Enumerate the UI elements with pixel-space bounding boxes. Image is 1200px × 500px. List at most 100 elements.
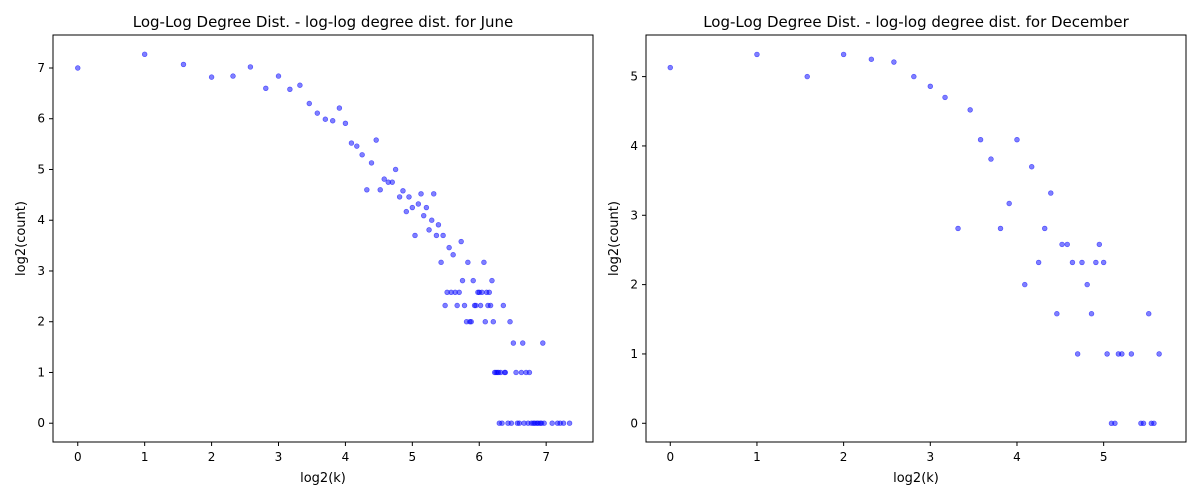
data-point — [955, 225, 961, 232]
data-point — [247, 64, 254, 70]
x-tick-label: 0 — [666, 450, 674, 464]
data-point — [1022, 281, 1028, 288]
data-point — [426, 227, 432, 233]
data-point — [442, 302, 448, 309]
chart-title: Log-Log Degree Dist. - log-log degree di… — [703, 13, 1129, 31]
data-point — [429, 217, 435, 223]
data-point — [927, 83, 933, 90]
data-point — [1069, 259, 1076, 266]
data-point — [180, 61, 187, 68]
data-point — [482, 319, 488, 325]
data-point — [667, 64, 673, 71]
data-point — [208, 74, 215, 80]
data-point — [75, 65, 81, 71]
data-point — [967, 107, 973, 113]
data-point — [421, 212, 427, 219]
data-point — [354, 143, 360, 149]
data-point — [1014, 137, 1020, 143]
x-tick-label: 3 — [275, 450, 283, 464]
y-axis-label: log2(count) — [14, 201, 29, 276]
y-tick-label: 4 — [630, 139, 638, 153]
data-point — [412, 232, 418, 239]
data-point — [549, 420, 555, 426]
data-point — [306, 100, 312, 107]
data-point — [997, 225, 1004, 232]
x-tick-label: 1 — [753, 450, 761, 464]
data-point — [263, 85, 269, 91]
data-point — [508, 420, 515, 426]
data-point — [1146, 311, 1152, 317]
data-point — [1048, 190, 1054, 196]
chart-december: Log-Log Degree Dist. - log-log degree di… — [607, 13, 1187, 486]
data-point — [540, 340, 546, 346]
data-point — [516, 420, 523, 426]
x-axis-label: log2(k) — [893, 471, 939, 486]
data-point — [510, 340, 517, 346]
data-point — [1035, 259, 1042, 266]
data-point — [1151, 420, 1157, 426]
data-point — [1096, 241, 1103, 248]
data-point — [409, 204, 416, 211]
data-point — [368, 160, 375, 166]
data-point — [804, 73, 810, 80]
data-point — [566, 420, 573, 426]
data-point — [381, 176, 387, 182]
data-points — [75, 51, 573, 426]
data-point — [141, 51, 148, 57]
data-point — [342, 120, 349, 127]
data-point — [446, 244, 452, 251]
chart-june: Log-Log Degree Dist. - log-log degree di… — [14, 13, 594, 486]
data-point — [468, 319, 474, 325]
data-point — [541, 420, 547, 426]
y-tick-label: 0 — [630, 416, 638, 430]
data-point — [1088, 311, 1095, 317]
y-tick-label: 3 — [37, 264, 45, 278]
data-point — [359, 152, 365, 158]
data-point — [481, 259, 487, 266]
data-point — [1093, 259, 1099, 266]
data-point — [465, 259, 471, 266]
data-point — [230, 73, 236, 79]
data-point — [840, 51, 847, 58]
y-tick-label: 1 — [630, 347, 638, 361]
data-point — [459, 277, 466, 284]
x-tick-label: 2 — [840, 450, 848, 464]
data-point — [377, 187, 383, 193]
data-point — [1112, 420, 1118, 426]
data-point — [489, 277, 495, 284]
data-point — [502, 369, 509, 376]
data-point — [406, 194, 412, 200]
data-point — [1006, 200, 1012, 207]
data-point — [322, 116, 329, 122]
x-tick-label: 3 — [926, 450, 934, 464]
y-tick-label: 6 — [37, 112, 45, 126]
data-point — [1074, 351, 1081, 357]
data-point — [1079, 259, 1085, 266]
x-tick-label: 1 — [141, 450, 149, 464]
data-point — [418, 191, 424, 197]
x-tick-label: 4 — [342, 450, 350, 464]
data-point — [499, 420, 505, 426]
x-tick-label: 5 — [1100, 450, 1108, 464]
data-point — [348, 140, 355, 146]
x-tick-label: 0 — [74, 450, 82, 464]
data-point — [1042, 225, 1048, 232]
data-point — [490, 319, 496, 325]
data-point — [868, 56, 875, 62]
data-point — [433, 232, 440, 239]
data-point — [473, 302, 479, 309]
y-tick-label: 5 — [37, 162, 45, 176]
data-point — [500, 302, 507, 309]
data-point — [942, 94, 948, 101]
y-tick-label: 4 — [37, 213, 45, 227]
data-point — [1054, 311, 1060, 317]
data-point — [911, 73, 917, 80]
y-tick-label: 2 — [630, 278, 638, 292]
data-point — [486, 289, 492, 295]
y-tick-label: 2 — [37, 315, 45, 329]
plot-frame — [52, 34, 594, 443]
data-point — [415, 201, 422, 207]
data-point — [275, 73, 282, 79]
y-tick-label: 7 — [37, 61, 45, 75]
